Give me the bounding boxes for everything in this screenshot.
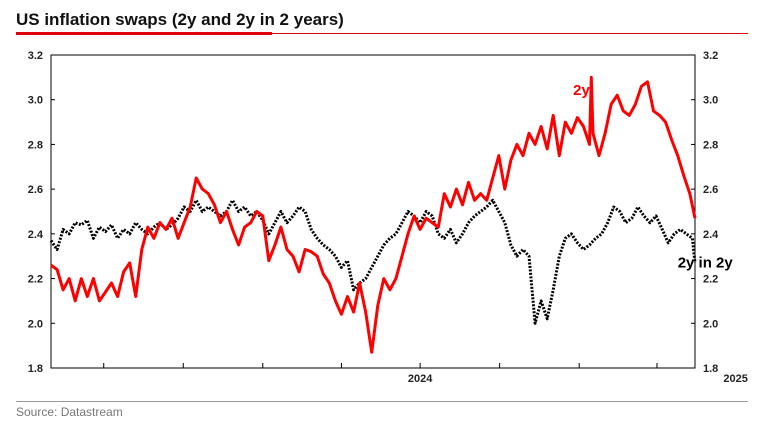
y-tick-label-left: 3.0 xyxy=(28,95,43,107)
series-line-2y xyxy=(50,75,697,354)
title-rule xyxy=(16,33,748,34)
y-tick-label-left: 2.4 xyxy=(28,229,44,241)
series-label: 2y in 2y xyxy=(678,254,734,271)
y-tick-label-left: 2.0 xyxy=(28,318,43,330)
line-chart: 1.8 2.0 2.2 2.4 2.6 2.8 3.0 3.2 1.8 2.0 2.2 2.4 2.6… xyxy=(28,50,748,385)
y-tick-label-right: 2.8 xyxy=(703,139,718,151)
x-tick-label: 2025 xyxy=(723,373,747,385)
series-label: 2y xyxy=(573,82,590,99)
y-tick-label-left: 1.8 xyxy=(28,363,43,375)
y-axis-left: 1.8 2.0 2.2 2.4 2.6 2.8 3.0 3.2 xyxy=(28,50,55,375)
source-note: Source: Datastream xyxy=(16,405,123,419)
y-tick-label-left: 2.8 xyxy=(28,139,43,151)
series-line-2y-in-2y xyxy=(49,198,697,325)
series-group xyxy=(49,75,697,354)
y-tick-label-right: 1.8 xyxy=(703,363,718,375)
y-tick-label-left: 3.2 xyxy=(28,50,43,62)
y-tick-label-right: 2.6 xyxy=(703,184,718,196)
x-tick-label: 2024 xyxy=(408,373,433,385)
y-tick-label-left: 2.2 xyxy=(28,274,43,286)
y-tick-label-right: 2.0 xyxy=(703,318,718,330)
y-tick-label-right: 2.2 xyxy=(703,274,718,286)
title-accent-bar xyxy=(16,32,272,35)
footer-rule xyxy=(16,401,748,402)
series-labels: 2y 2y in 2y xyxy=(573,82,733,271)
y-tick-label-right: 3.2 xyxy=(703,50,718,62)
plot-frame xyxy=(50,54,696,369)
y-tick-label-right: 3.0 xyxy=(703,95,718,107)
x-axis: 2024 2025 xyxy=(103,363,748,385)
chart-title: US inflation swaps (2y and 2y in 2 years… xyxy=(16,10,344,29)
y-axis-right: 1.8 2.0 2.2 2.4 2.6 2.8 3.0 3.2 xyxy=(691,50,719,375)
y-tick-label-right: 2.4 xyxy=(703,229,719,241)
y-tick-label-left: 2.6 xyxy=(28,184,43,196)
